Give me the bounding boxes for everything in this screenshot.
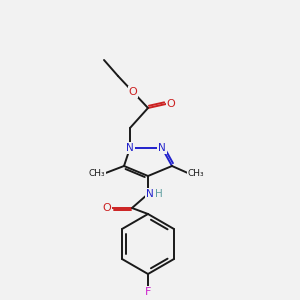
Text: O: O	[167, 99, 176, 109]
Text: F: F	[145, 287, 151, 297]
Text: N: N	[146, 189, 154, 199]
Text: H: H	[155, 189, 163, 199]
Text: N: N	[126, 143, 134, 153]
Text: CH₃: CH₃	[89, 169, 105, 178]
Text: O: O	[103, 203, 111, 213]
Text: N: N	[158, 143, 166, 153]
Text: O: O	[129, 87, 137, 97]
Text: CH₃: CH₃	[188, 169, 204, 178]
